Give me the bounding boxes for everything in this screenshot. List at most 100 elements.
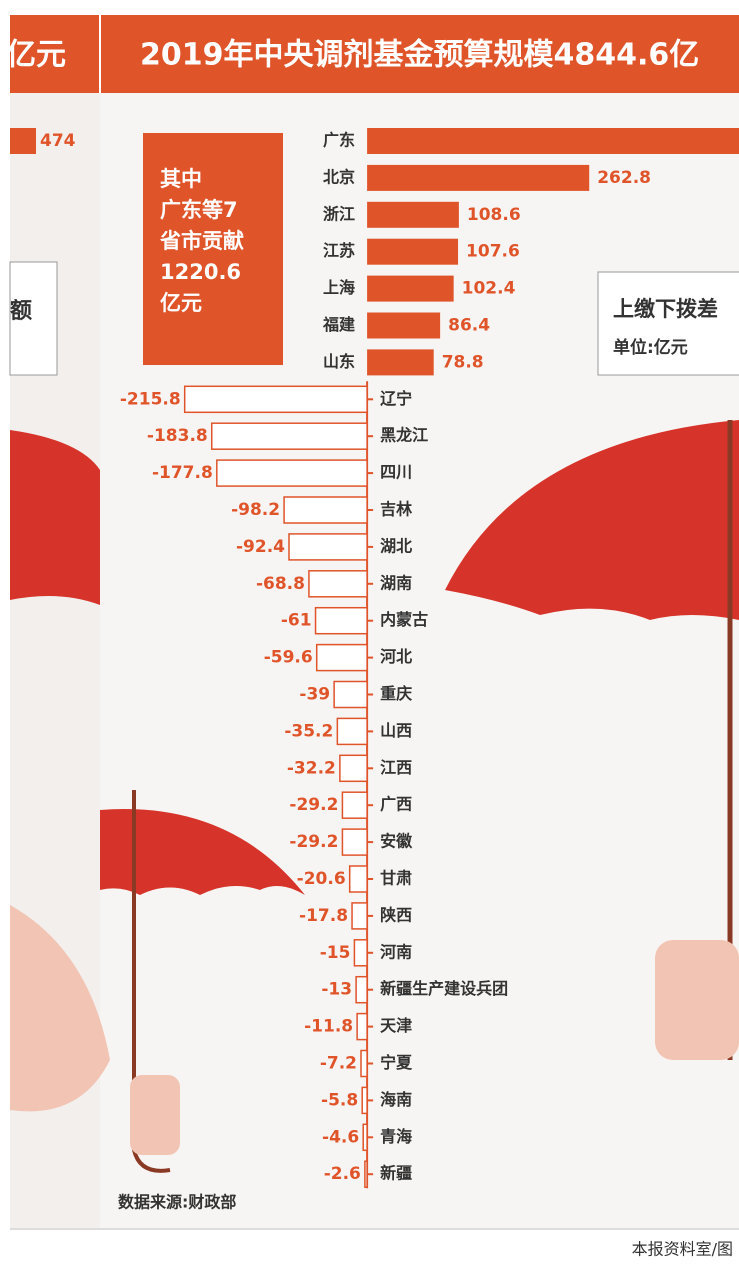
value-label: -29.2	[289, 832, 338, 852]
value-label: -183.8	[147, 426, 208, 446]
value-label: -61	[281, 611, 312, 631]
chart: 亿元 2019年中央调剂基金预算规模4844.6亿 其中广东等7省市贡献1220…	[0, 0, 739, 1265]
value-label: -15	[320, 943, 351, 963]
bar	[367, 239, 458, 265]
bar	[337, 718, 367, 744]
value-label: -39	[299, 685, 330, 705]
category-label: 河北	[380, 647, 412, 666]
bar	[342, 829, 367, 855]
bar	[340, 755, 367, 781]
category-label: 青海	[380, 1127, 412, 1146]
bar	[284, 497, 367, 523]
value-label: -35.2	[284, 721, 333, 741]
source: 数据来源:财政部	[118, 1193, 236, 1212]
bar	[217, 460, 367, 486]
bar	[361, 1051, 367, 1077]
category-label: 重庆	[380, 684, 412, 703]
value-label: 78.8	[442, 352, 484, 372]
category-label: 湖北	[380, 536, 412, 555]
bar	[212, 423, 367, 449]
category-label: 陕西	[380, 905, 412, 924]
category-label: 广西	[380, 795, 412, 814]
page: 亿元 2019年中央调剂基金预算规模4844.6亿 其中广东等7省市贡献1220…	[0, 0, 739, 1265]
left-box-text: 额	[10, 299, 32, 324]
bar	[367, 165, 589, 191]
umbrella-left	[10, 430, 100, 605]
bar	[316, 608, 368, 634]
value-label: -5.8	[321, 1090, 358, 1110]
bar	[289, 534, 367, 560]
value-label: -92.4	[236, 537, 285, 557]
category-label: 湖南	[380, 573, 412, 592]
value-label: -11.8	[304, 1017, 353, 1037]
hand-right	[655, 940, 739, 1060]
legend-box	[598, 272, 739, 375]
bar	[352, 903, 367, 929]
category-label: 新疆	[380, 1164, 412, 1183]
value-label: -59.6	[264, 648, 313, 668]
bar	[342, 792, 367, 818]
legend-title: 上缴下拨差	[613, 297, 718, 321]
value-label: -68.8	[256, 574, 305, 594]
bar-continued	[10, 128, 36, 154]
bar	[356, 977, 367, 1003]
bar	[367, 276, 454, 302]
category-label: 甘肃	[380, 869, 412, 888]
category-label: 新疆生产建设兵团	[380, 979, 508, 998]
background	[10, 15, 739, 1228]
category-label: 北京	[323, 167, 355, 186]
category-label: 山东	[323, 352, 355, 371]
category-label: 江西	[380, 758, 412, 777]
category-label: 内蒙古	[380, 610, 428, 629]
value-label: 102.4	[462, 279, 516, 299]
category-label: 四川	[380, 463, 412, 482]
value-label: -17.8	[299, 906, 348, 926]
category-label: 福建	[322, 315, 355, 334]
value-label: 108.6	[467, 205, 521, 225]
category-label: 江苏	[323, 241, 355, 260]
category-label: 辽宁	[380, 389, 412, 408]
value-label: 474	[40, 131, 76, 151]
credit: 本报资料室/图	[632, 1240, 733, 1259]
bar	[367, 313, 440, 339]
value-label: -13	[321, 980, 352, 1000]
category-label: 黑龙江	[380, 426, 428, 445]
category-label: 海南	[380, 1090, 412, 1109]
bar	[334, 682, 367, 708]
note-line: 1220.6	[160, 260, 241, 284]
value-label: 262.8	[597, 168, 651, 188]
bar	[350, 866, 367, 892]
category-label: 吉林	[380, 500, 412, 519]
value-label: -2.6	[324, 1164, 361, 1184]
note-line: 其中	[160, 167, 202, 191]
left-header: 亿元	[6, 38, 66, 73]
note-line: 亿元	[160, 291, 202, 315]
category-label: 安徽	[380, 832, 413, 851]
value-label: -32.2	[287, 758, 336, 778]
bar	[317, 645, 367, 671]
bar	[365, 1161, 367, 1187]
value-label: -4.6	[322, 1127, 359, 1147]
value-label: 86.4	[448, 316, 490, 336]
bar	[357, 1014, 367, 1040]
note-line: 省市贡献	[159, 229, 244, 253]
bar	[185, 386, 367, 412]
hand-small	[130, 1075, 180, 1155]
bar	[354, 940, 367, 966]
category-label: 浙江	[323, 204, 355, 223]
value-label: -7.2	[320, 1054, 357, 1074]
value-label: -98.2	[231, 500, 280, 520]
bar	[309, 571, 367, 597]
category-label: 河南	[380, 942, 412, 961]
bar	[367, 128, 739, 154]
category-label: 上海	[323, 278, 355, 297]
value-label: 107.6	[466, 242, 520, 262]
bar	[367, 349, 434, 375]
bar	[367, 202, 459, 228]
category-label: 宁夏	[380, 1053, 413, 1072]
bar	[362, 1087, 367, 1113]
value-label: -177.8	[152, 463, 213, 483]
bar	[363, 1124, 367, 1150]
category-label: 广东	[323, 131, 355, 150]
value-label: -215.8	[120, 389, 181, 409]
